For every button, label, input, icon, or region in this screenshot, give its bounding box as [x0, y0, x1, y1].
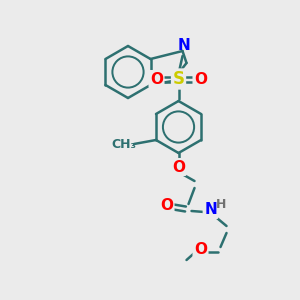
Text: S: S: [172, 70, 184, 88]
Text: O: O: [150, 71, 163, 86]
Text: O: O: [160, 199, 173, 214]
Text: O: O: [172, 160, 185, 175]
Text: N: N: [204, 202, 217, 217]
Text: CH₃: CH₃: [112, 139, 136, 152]
Text: O: O: [194, 242, 207, 257]
Text: H: H: [216, 199, 227, 212]
Text: O: O: [194, 71, 207, 86]
Text: N: N: [177, 38, 190, 52]
